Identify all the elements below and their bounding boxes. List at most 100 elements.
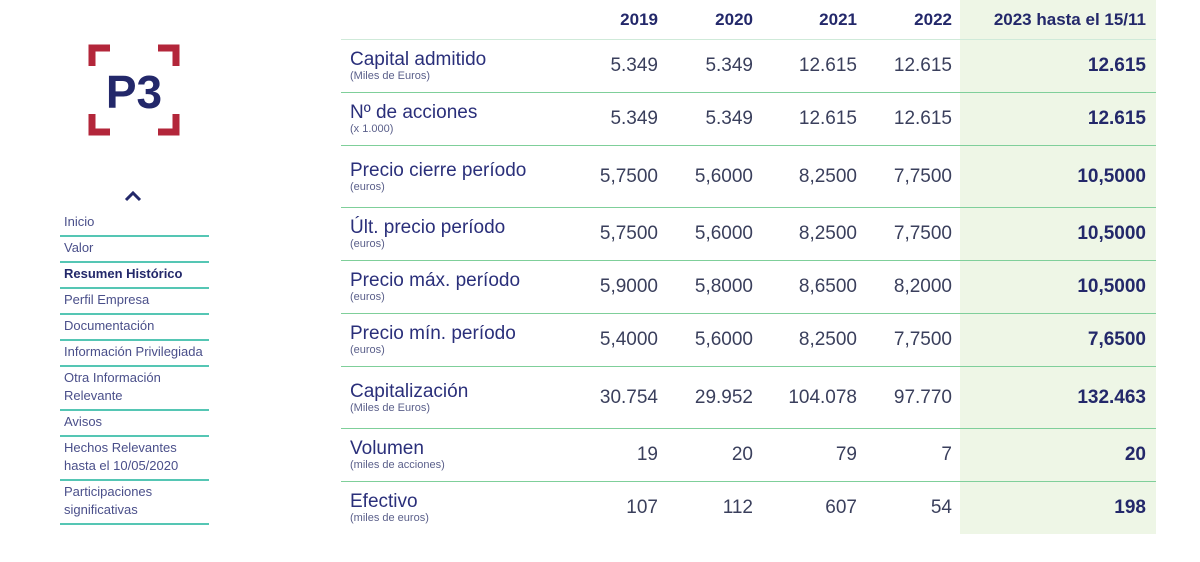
logo-text: P3: [106, 66, 162, 118]
value-cell: 8,2500: [761, 145, 865, 208]
row-label-cell: Precio máx. período (euros): [341, 260, 571, 314]
historical-summary-table: 2019 2020 2021 2022 2023 hasta el 15/11 …: [341, 0, 1156, 534]
sidebar-item-avisos[interactable]: Avisos: [60, 411, 209, 437]
value-cell: 607: [825, 497, 857, 518]
value-cell: 7: [865, 428, 960, 482]
header-year: 2020: [666, 0, 761, 40]
value-cell: 5,8000: [666, 260, 761, 314]
row-label-cell: Últ. precio período (euros): [341, 207, 571, 261]
table-header-row: 2019 2020 2021 2022 2023 hasta el 15/11: [341, 0, 1156, 40]
value-cell: 5,7500: [571, 207, 666, 261]
row-label: Precio cierre período: [350, 159, 527, 181]
row-label-cell: Efectivo (miles de euros): [341, 482, 571, 535]
value-cell: 8,2500: [761, 207, 865, 261]
table-row: Precio mín. período (euros) 5,4000 5,6000 8,…: [341, 313, 1156, 367]
value-cell: 54: [930, 497, 952, 518]
row-label: Capital admitido: [350, 49, 487, 70]
value-cell: 5,9000: [571, 260, 666, 314]
value-cell-current: 7,6500: [960, 313, 1156, 367]
header-current-year: 2023 hasta el 15/11: [960, 0, 1156, 40]
value-cell-current: 198: [960, 481, 1156, 534]
row-label: Volumen: [350, 438, 424, 459]
value-cell-current: 132.463: [960, 366, 1156, 429]
value-cell: 7,7500: [865, 313, 960, 367]
value-cell: 19: [571, 428, 666, 482]
header-year: 2022: [865, 0, 960, 40]
value-cell: 8,2000: [865, 260, 960, 314]
header-blank: [341, 0, 571, 40]
value-cell: 5.349: [571, 39, 666, 93]
value-cell: 30.754: [571, 366, 666, 429]
sidebar-item-informacion-privilegiada[interactable]: Información Privilegiada: [60, 341, 209, 367]
value-cell: 5,7500: [571, 145, 666, 208]
row-label-cell: Capitalización (Miles de Euros): [341, 366, 571, 429]
value-cell-current: 12.615: [960, 39, 1156, 93]
chevron-up-icon[interactable]: [124, 190, 142, 202]
value-cell: 7,7500: [865, 207, 960, 261]
row-label: Precio mín. período: [350, 323, 516, 344]
value-cell: 20: [666, 428, 761, 482]
row-label-cell: Precio mín. período (euros): [341, 313, 571, 367]
sidebar-item-otra-informacion-relevante[interactable]: Otra Información Relevante: [60, 367, 209, 411]
value-cell: 5.349: [666, 39, 761, 93]
row-unit: (Miles de Euros): [350, 70, 431, 82]
sidebar-item-resumen-historico[interactable]: Resumen Histórico: [60, 263, 209, 289]
table-row: Capitalización (Miles de Euros) 30.754 29.9…: [341, 366, 1156, 429]
sidebar-nav: Inicio Valor Resumen Histórico Perfil Em…: [60, 211, 209, 525]
value-cell: 5,6000: [666, 145, 761, 208]
value-cell: 5,4000: [571, 313, 666, 367]
value-cell: 5,6000: [666, 207, 761, 261]
value-cell: 79: [761, 428, 865, 482]
value-cell: 8,2500: [761, 313, 865, 367]
row-label-cell: Volumen (miles de acciones): [341, 428, 571, 482]
value-cell: 112: [722, 497, 753, 518]
value-cell-current: 12.615: [960, 92, 1156, 146]
row-unit: (euros): [350, 344, 385, 356]
header-year: 2019: [571, 0, 666, 40]
company-logo: P3: [88, 44, 180, 136]
value-cell: 29.952: [666, 366, 761, 429]
row-label: Nº de acciones: [350, 102, 478, 123]
table-row: Capital admitido (Miles de Euros) 5.349 5.3…: [341, 39, 1156, 93]
value-cell: 5,6000: [666, 313, 761, 367]
sidebar-item-hechos-relevantes[interactable]: Hechos Relevantes hasta el 10/05/2020: [60, 437, 209, 481]
value-cell: 7,7500: [865, 145, 960, 208]
row-unit: (miles de acciones): [350, 459, 445, 471]
value-cell: 104.078: [761, 366, 865, 429]
value-cell-current: 10,5000: [960, 260, 1156, 314]
value-cell: 97.770: [865, 366, 960, 429]
row-unit: (Miles de Euros): [350, 401, 431, 414]
row-label: Capitalización: [350, 380, 469, 402]
row-label: Efectivo: [350, 491, 418, 512]
value-cell: 12.615: [865, 92, 960, 146]
value-cell: 5.349: [666, 92, 761, 146]
sidebar-item-perfil-empresa[interactable]: Perfil Empresa: [60, 289, 209, 315]
value-cell: 8,6500: [761, 260, 865, 314]
row-label-cell: Precio cierre período (euros): [341, 145, 571, 208]
sidebar-item-documentacion[interactable]: Documentación: [60, 315, 209, 341]
row-unit: (euros): [350, 291, 385, 303]
value-cell: 107: [626, 497, 658, 518]
row-label-cell: Nº de acciones (x 1.000): [341, 92, 571, 146]
row-label: Precio máx. período: [350, 270, 521, 291]
sidebar-item-participaciones[interactable]: Participaciones significativas: [60, 481, 209, 525]
value-cell: 12.615: [761, 92, 865, 146]
row-unit: (euros): [350, 238, 385, 250]
value-cell: 12.615: [865, 39, 960, 93]
table-row: Efectivo (miles de euros) 107 112 607 54 198: [341, 481, 1156, 535]
table-row: Precio máx. período (euros) 5,9000 5,8000 8,…: [341, 260, 1156, 314]
table-row: Nº de acciones (x 1.000) 5.349 5.349 12.615 1…: [341, 92, 1156, 146]
row-label-cell: Capital admitido (Miles de Euros): [341, 39, 571, 93]
value-cell-current: 10,5000: [960, 207, 1156, 261]
row-unit: (miles de euros): [350, 512, 429, 524]
value-cell: 5.349: [571, 92, 666, 146]
row-unit: (x 1.000): [350, 123, 394, 135]
value-cell: 12.615: [761, 39, 865, 93]
sidebar-item-valor[interactable]: Valor: [60, 237, 209, 263]
header-year: 2021: [761, 0, 865, 40]
value-cell-current: 10,5000: [960, 145, 1156, 208]
sidebar-item-inicio[interactable]: Inicio: [60, 211, 209, 237]
table-row: Precio cierre período (euros) 5,7500 5,6000…: [341, 145, 1156, 208]
row-label: Últ. precio período: [350, 217, 506, 238]
value-cell-current: 20: [960, 428, 1156, 482]
